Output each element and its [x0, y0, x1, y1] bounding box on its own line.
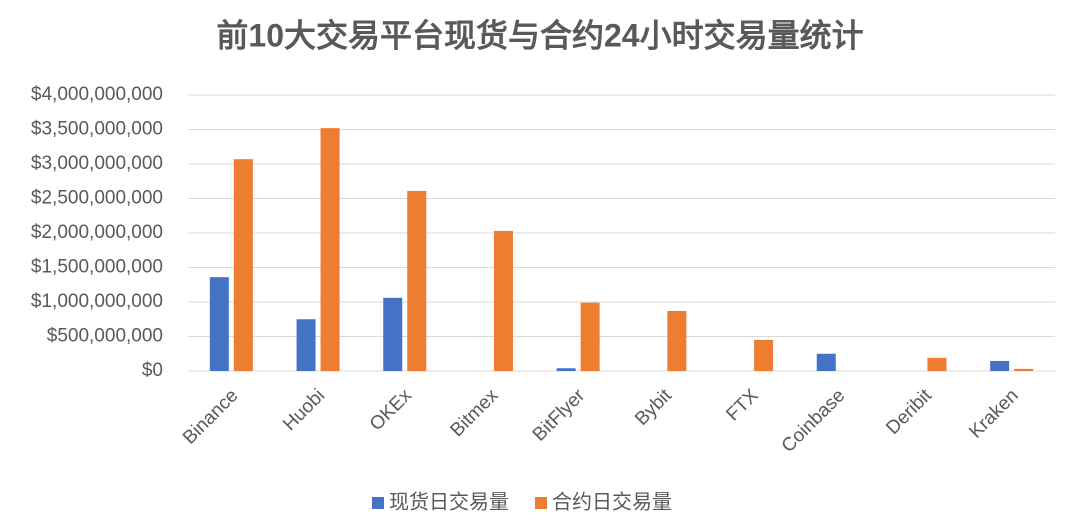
x-tick-label: Kraken [965, 385, 1022, 442]
x-tick-label: Binance [179, 385, 242, 448]
x-tick-label: Deribit [882, 385, 936, 439]
bar [667, 310, 687, 371]
y-tick-label: $2,500,000,000 [31, 188, 163, 209]
x-tick-label: Bybit [631, 385, 676, 430]
chart-title: 前10大交易平台现货与合约24小时交易量统计 [216, 17, 863, 53]
legend-label: 现货日交易量 [389, 490, 509, 513]
bar [580, 302, 600, 371]
y-tick-label: $2,000,000,000 [31, 222, 163, 243]
x-tick-label: OKEx [366, 385, 416, 435]
x-tick-label: Bitmex [447, 385, 503, 441]
bar [990, 360, 1010, 371]
legend-swatch [535, 497, 547, 509]
bar [1014, 368, 1034, 371]
bar [296, 319, 316, 371]
bar [383, 297, 403, 371]
x-tick-label: Huobi [279, 385, 329, 435]
bar [816, 353, 836, 371]
bar [320, 128, 340, 371]
y-tick-label: $3,500,000,000 [31, 119, 163, 140]
y-tick-label: $4,000,000,000 [31, 84, 163, 105]
bar [754, 339, 774, 371]
bar [407, 190, 427, 371]
y-tick-label: $1,000,000,000 [31, 291, 163, 312]
bar [209, 277, 229, 371]
bar [556, 368, 576, 371]
legend-label: 合约日交易量 [552, 490, 672, 513]
x-tick-label: Coinbase [778, 385, 850, 457]
y-tick-label: $500,000,000 [47, 326, 163, 347]
x-tick-label: FTX [722, 385, 762, 425]
y-tick-label: $3,000,000,000 [31, 153, 163, 174]
bar [493, 230, 513, 371]
legend-swatch [372, 497, 384, 509]
x-tick-label: BitFlyer [529, 385, 590, 446]
y-tick-label: $0 [142, 360, 163, 381]
bar [927, 357, 947, 371]
y-tick-label: $1,500,000,000 [31, 257, 163, 278]
bar [233, 159, 253, 371]
